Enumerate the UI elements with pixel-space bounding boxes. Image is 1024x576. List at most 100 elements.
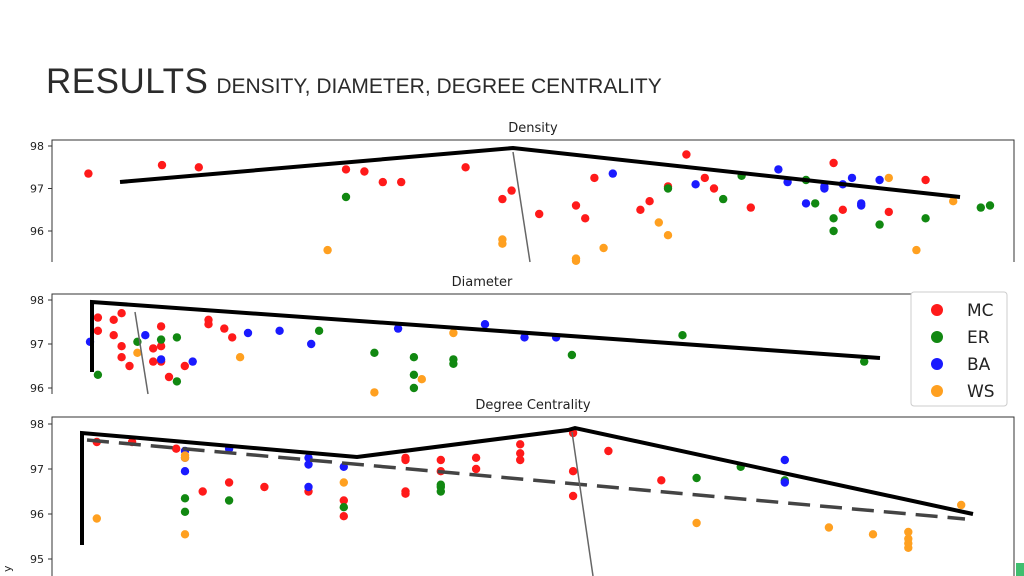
annotation-lines: [80, 145, 974, 576]
point-mc: [568, 467, 578, 476]
point-er: [567, 350, 577, 360]
point-ba: [847, 173, 857, 183]
point-er: [172, 333, 182, 342]
point-er: [719, 194, 728, 204]
point-ws: [323, 245, 332, 255]
y-tick-label: 95: [30, 553, 44, 566]
point-mc: [461, 163, 470, 172]
point-mc: [535, 209, 544, 219]
point-er: [811, 199, 820, 208]
point-mc: [829, 158, 838, 168]
y-tick-label: 97: [30, 338, 44, 351]
point-mc: [590, 173, 599, 183]
point-mc: [84, 169, 93, 178]
point-ws: [884, 173, 893, 183]
point-ws: [904, 543, 913, 552]
panel-title: Diameter: [452, 275, 513, 290]
point-mc: [507, 186, 516, 195]
point-mc: [401, 489, 410, 498]
slide-title-main: RESULTS: [46, 62, 209, 101]
y-tick-label: 96: [30, 508, 44, 521]
point-ba: [275, 326, 284, 335]
y-tick-label: 98: [30, 418, 44, 431]
point-ws: [912, 245, 921, 255]
point-ba: [393, 324, 403, 333]
point-mc: [117, 353, 126, 362]
point-ws: [180, 530, 190, 539]
point-mc: [657, 476, 666, 485]
point-ws: [235, 353, 245, 362]
plot-frame: [51, 139, 1015, 262]
point-mc: [117, 309, 126, 318]
legend-marker-mc: [931, 304, 943, 316]
legend-box: [910, 291, 1008, 407]
point-ba: [141, 331, 150, 340]
point-er: [692, 473, 701, 483]
point-ba: [774, 165, 783, 174]
y-tick-label: 98: [30, 140, 44, 153]
point-mc: [709, 184, 719, 193]
density-arrow-line: [512, 151, 531, 263]
point-ws: [949, 197, 958, 206]
point-ws: [692, 518, 701, 528]
point-er: [93, 370, 103, 379]
point-ws: [449, 328, 458, 338]
point-ba: [304, 460, 313, 469]
legend-label-ws: WS: [967, 382, 995, 402]
point-ws: [498, 235, 507, 244]
point-ba: [875, 175, 884, 185]
point-mc: [498, 194, 507, 204]
point-er: [921, 214, 930, 223]
point-mc: [436, 455, 445, 465]
point-mc: [164, 372, 174, 382]
plot-frame: [51, 416, 1015, 576]
slide-title-sub: DENSITY, DIAMETER, DEGREE CENTRALITY: [216, 75, 662, 98]
point-mc: [516, 455, 525, 465]
point-mc: [571, 201, 581, 210]
corner-marker: [1016, 563, 1024, 576]
point-ws: [417, 375, 426, 384]
y-tick-label: 97: [30, 183, 44, 196]
point-mc: [228, 333, 237, 342]
point-mc: [339, 496, 348, 505]
point-er: [860, 357, 869, 366]
point-er: [663, 184, 673, 193]
point-ws: [370, 388, 379, 397]
point-er: [976, 203, 985, 212]
point-mc: [682, 150, 691, 159]
point-ws: [957, 500, 966, 510]
point-ba: [780, 455, 789, 465]
point-ba: [820, 184, 829, 193]
degree-trend-line: [80, 425, 974, 545]
point-ws: [92, 514, 102, 523]
point-ws: [904, 534, 913, 543]
point-mc: [397, 177, 406, 187]
point-mc: [401, 455, 410, 465]
point-mc: [117, 342, 126, 351]
point-ws: [571, 256, 581, 265]
point-mc: [260, 482, 269, 492]
point-ws: [339, 478, 348, 487]
point-ba: [243, 328, 253, 338]
point-ws: [868, 530, 878, 539]
degree-arrow-line: [571, 431, 594, 576]
point-mc: [568, 491, 578, 501]
point-er: [180, 507, 190, 516]
point-ws: [663, 231, 673, 240]
point-er: [985, 201, 995, 210]
point-mc: [339, 512, 348, 521]
point-mc: [604, 446, 613, 456]
point-ba: [691, 180, 700, 189]
point-mc: [109, 331, 118, 340]
point-ba: [608, 169, 617, 178]
point-er: [339, 503, 348, 512]
point-mc: [109, 315, 118, 324]
data-points: [92, 428, 966, 552]
point-er: [172, 377, 182, 386]
y-tick-label: 98: [30, 294, 44, 307]
point-er: [678, 331, 687, 340]
point-er: [341, 192, 351, 202]
point-mc: [156, 322, 166, 331]
point-er: [449, 359, 458, 368]
